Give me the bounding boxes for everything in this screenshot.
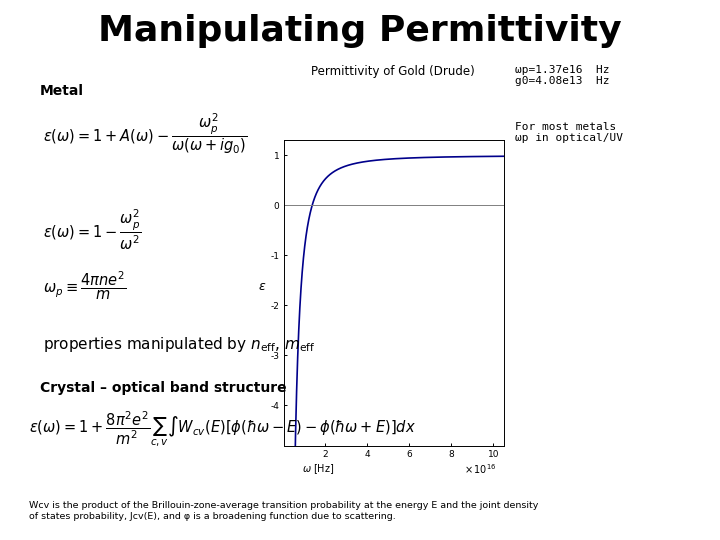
Text: $\times\,10^{16}$: $\times\,10^{16}$ [464, 462, 497, 476]
Text: $\omega_p \equiv \dfrac{4\pi ne^2}{m}$: $\omega_p \equiv \dfrac{4\pi ne^2}{m}$ [43, 270, 127, 302]
Text: For most metals
ωp in optical/UV: For most metals ωp in optical/UV [515, 122, 623, 143]
Text: Permittivity of Gold (Drude): Permittivity of Gold (Drude) [310, 65, 474, 78]
Y-axis label: $\varepsilon$: $\varepsilon$ [258, 280, 266, 293]
Text: Crystal – optical band structure: Crystal – optical band structure [40, 381, 287, 395]
Text: $\varepsilon(\omega)=1+\dfrac{8\pi^2 e^2}{m^2}\sum_{c,v}\int W_{cv}(E)\left[\phi: $\varepsilon(\omega)=1+\dfrac{8\pi^2 e^2… [29, 410, 415, 449]
Text: Wcv is the product of the Brillouin-zone-average transition probability at the e: Wcv is the product of the Brillouin-zone… [29, 501, 538, 521]
Text: $\varepsilon(\omega)=1-\dfrac{\omega_p^2}{\omega^2}$: $\varepsilon(\omega)=1-\dfrac{\omega_p^2… [43, 208, 142, 253]
Text: ωp=1.37e16  Hz
g0=4.08e13  Hz: ωp=1.37e16 Hz g0=4.08e13 Hz [515, 65, 609, 86]
Text: Metal: Metal [40, 84, 84, 98]
Text: $\varepsilon(\omega)=1+A(\omega)-\dfrac{\omega_p^2}{\omega(\omega+ig_0)}$: $\varepsilon(\omega)=1+A(\omega)-\dfrac{… [43, 111, 248, 156]
Text: $\omega$ [Hz]: $\omega$ [Hz] [302, 462, 335, 476]
Text: properties manipulated by $n_{\rm eff}$, $m_{\rm eff}$: properties manipulated by $n_{\rm eff}$,… [43, 335, 315, 354]
Text: Manipulating Permittivity: Manipulating Permittivity [98, 14, 622, 48]
